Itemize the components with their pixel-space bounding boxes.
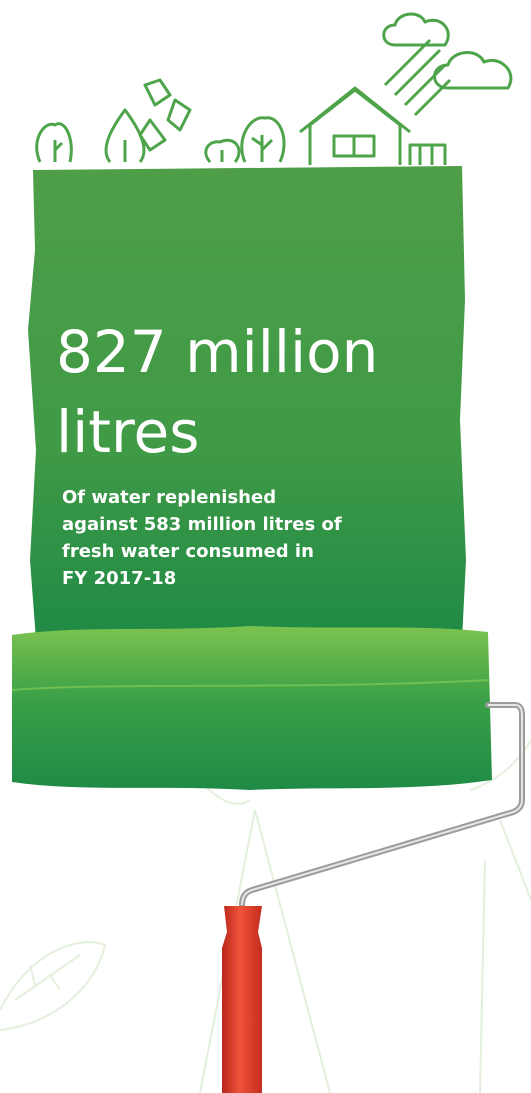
description: against 583 million litres of bbox=[62, 514, 342, 535]
grass-texture bbox=[11, 679, 491, 691]
roller-handle bbox=[222, 906, 262, 1093]
description: fresh water consumed in bbox=[62, 541, 314, 562]
headline: litres bbox=[56, 398, 199, 466]
eco-icons bbox=[35, 12, 513, 165]
description: FY 2017-18 bbox=[62, 568, 176, 589]
headline: 827 million bbox=[56, 318, 378, 386]
paint-area bbox=[28, 166, 466, 640]
description: Of water replenished bbox=[62, 487, 276, 508]
paint-roller bbox=[12, 626, 492, 790]
roller-frame-highlight bbox=[241, 704, 523, 906]
background-art bbox=[0, 739, 531, 1093]
